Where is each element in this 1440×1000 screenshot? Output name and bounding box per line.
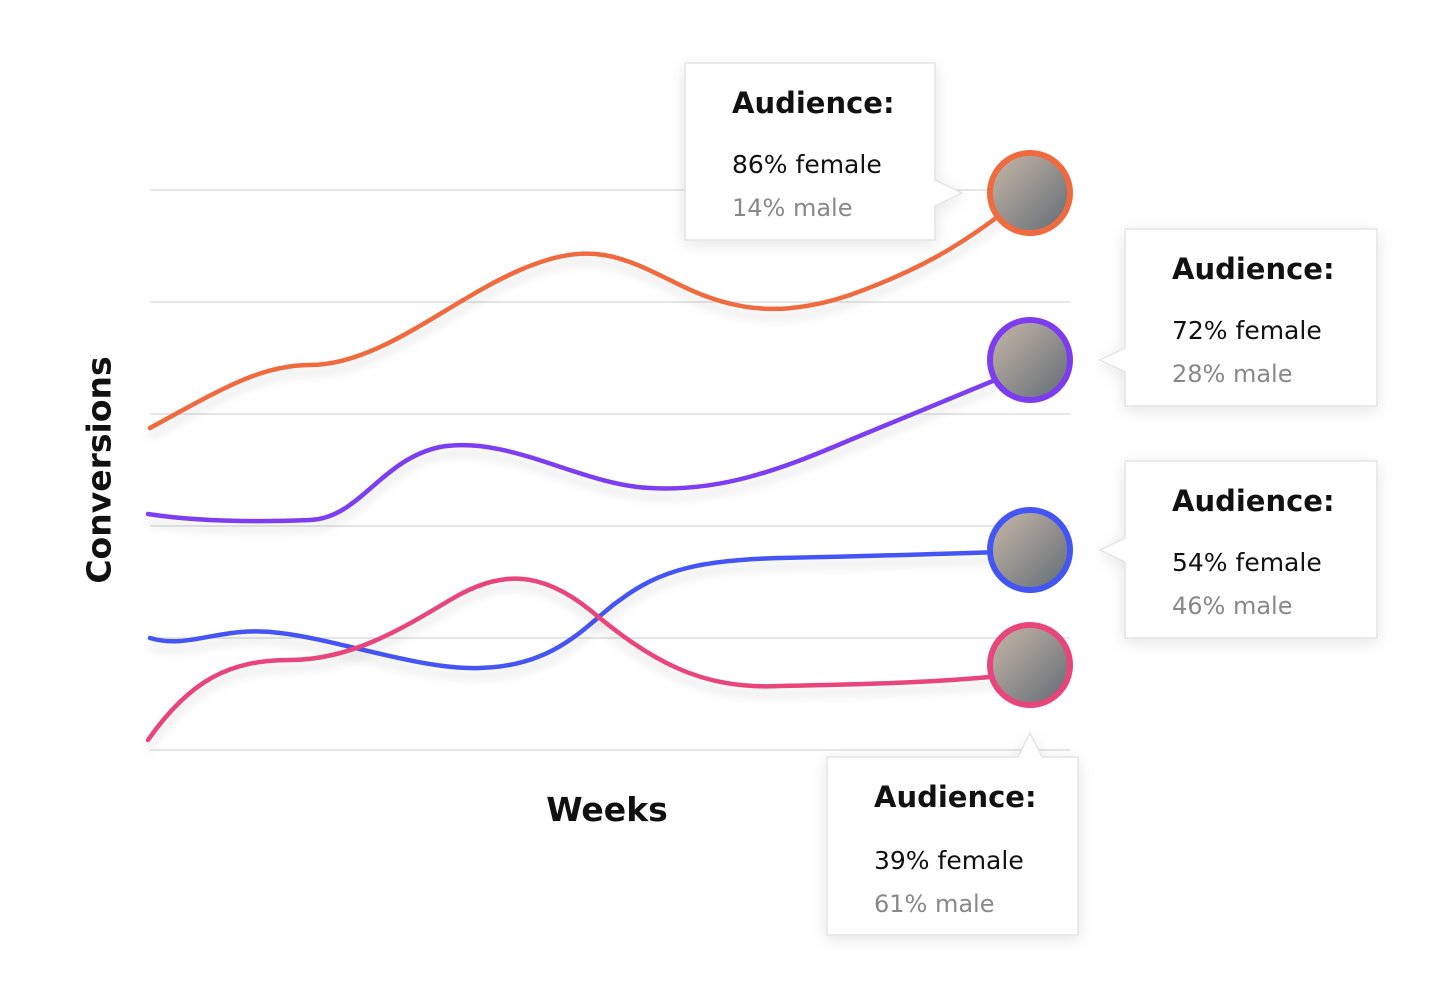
callout-box: [826, 731, 1079, 936]
curve: [145, 576, 1003, 743]
callout-title: Audience:: [1172, 252, 1335, 286]
callout: Audience: 86% female 14% male: [684, 62, 964, 241]
callout-box: [1098, 460, 1378, 639]
x-axis-label: Weeks: [546, 790, 668, 829]
callout-male: 46% male: [1172, 592, 1293, 620]
callout-title: Audience:: [874, 780, 1037, 814]
avatars: [987, 150, 1073, 708]
callout-female: 39% female: [874, 846, 1024, 875]
callout-male: 28% male: [1172, 360, 1293, 388]
callout-female: 86% female: [732, 150, 882, 179]
curve: [147, 212, 1003, 431]
callout-title: Audience:: [732, 86, 895, 120]
y-axis-label: Conversions: [80, 356, 119, 583]
callout: Audience: 39% female 61% male: [826, 731, 1079, 936]
callout-male: 61% male: [874, 890, 995, 918]
avatar: [987, 622, 1073, 708]
callout-box: [1098, 228, 1378, 407]
callout-female: 54% female: [1172, 548, 1322, 577]
curve: [147, 549, 1003, 671]
callout-male: 14% male: [732, 194, 853, 222]
curve: [145, 375, 1003, 524]
callout: Audience: 54% female 46% male: [1098, 460, 1378, 639]
callout: Audience: 72% female 28% male: [1098, 228, 1378, 407]
avatar: [987, 507, 1073, 593]
grid: [150, 189, 1070, 751]
callout-box: [684, 62, 964, 241]
avatar: [987, 317, 1073, 403]
callout-female: 72% female: [1172, 316, 1322, 345]
callout-title: Audience:: [1172, 484, 1335, 518]
avatar: [987, 150, 1073, 236]
